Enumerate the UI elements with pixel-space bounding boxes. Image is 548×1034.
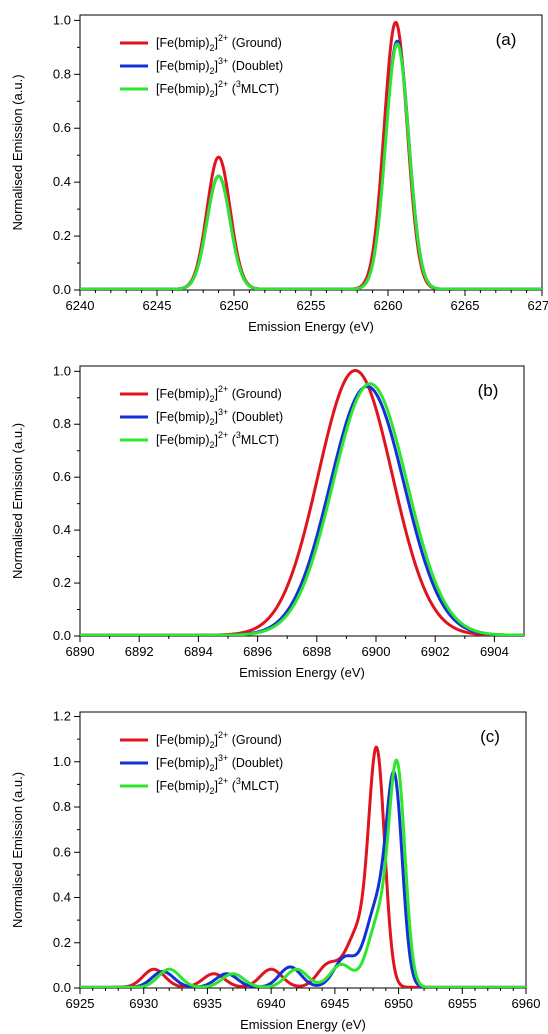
plot-frame xyxy=(79,14,543,291)
y-tick-label: 0.2 xyxy=(53,228,71,243)
series-line-3 xyxy=(80,42,542,290)
y-tick-label: 0.6 xyxy=(53,844,71,859)
y-axis-label: Normalised Emission (a.u.) xyxy=(10,74,25,230)
series-line-2 xyxy=(80,770,526,988)
x-tick-label: 6250 xyxy=(220,298,249,313)
legend-entry-3: [Fe(bmip)2]2+ (3MLCT) xyxy=(156,79,279,99)
y-tick-label: 0.8 xyxy=(53,799,71,814)
series-line-2 xyxy=(80,384,524,636)
x-tick-label: 6945 xyxy=(320,996,349,1011)
series-line-1 xyxy=(80,745,526,988)
legend-entry-3: [Fe(bmip)2]2+ (3MLCT) xyxy=(156,430,279,450)
chart-panel-3: 6925 6930 6935 6940 6945 6950 6955 6960 0.0 0.2 0.… xyxy=(10,709,540,1032)
y-tick-label: 1.0 xyxy=(53,754,71,769)
legend-entry-1: [Fe(bmip)2]2+ (Ground) xyxy=(156,384,282,404)
x-tick-label: 6950 xyxy=(384,996,413,1011)
x-tick-label: 6900 xyxy=(362,644,391,659)
series-line-1 xyxy=(80,369,524,636)
x-tick-label: 6955 xyxy=(448,996,477,1011)
x-axis-label: Emission Energy (eV) xyxy=(240,1017,366,1032)
x-tick-label: 6930 xyxy=(129,996,158,1011)
y-tick-label: 1.0 xyxy=(53,12,71,27)
y-tick-label: 0.2 xyxy=(53,575,71,590)
legend-entry-2: [Fe(bmip)2]3+ (Doublet) xyxy=(156,753,283,773)
y-axis-label: Normalised Emission (a.u.) xyxy=(10,423,25,579)
y-tick-label: 0.4 xyxy=(53,174,71,189)
series-line-1 xyxy=(80,20,542,290)
plot-frame xyxy=(79,711,527,989)
y-tick-label: 0.6 xyxy=(53,120,71,135)
plot-frame xyxy=(79,365,525,637)
x-tick-label: 6245 xyxy=(143,298,172,313)
legend-entry-3: [Fe(bmip)2]2+ (3MLCT) xyxy=(156,776,279,796)
legend-entry-2: [Fe(bmip)2]3+ (Doublet) xyxy=(156,407,283,427)
legend-entry-1: [Fe(bmip)2]2+ (Ground) xyxy=(156,730,282,750)
x-tick-label: 6896 xyxy=(243,644,272,659)
y-tick-label: 0.8 xyxy=(53,66,71,81)
chart-panel-2: 6890 6892 6894 6896 6898 6900 6902 6904 0.0 0.2 0.… xyxy=(10,363,525,680)
x-tick-label: 6890 xyxy=(66,644,95,659)
panel-label: (c) xyxy=(480,727,500,746)
panel-label: (a) xyxy=(496,30,517,49)
y-tick-label: 0.6 xyxy=(53,469,71,484)
x-tick-label: 6898 xyxy=(302,644,331,659)
y-tick-label: 0.0 xyxy=(53,628,71,643)
x-tick-label: 6240 xyxy=(66,298,95,313)
y-tick-label: 1.0 xyxy=(53,363,71,378)
y-tick-label: 0.0 xyxy=(53,980,71,995)
x-tick-label: 6265 xyxy=(451,298,480,313)
y-tick-label: 0.4 xyxy=(53,522,71,537)
y-tick-label: 0.2 xyxy=(53,935,71,950)
x-tick-label: 6894 xyxy=(184,644,213,659)
y-axis-label: Normalised Emission (a.u.) xyxy=(10,772,25,928)
legend-entry-2: [Fe(bmip)2]3+ (Doublet) xyxy=(156,56,283,76)
series-line-3 xyxy=(80,382,524,636)
x-tick-label: 6255 xyxy=(297,298,326,313)
x-tick-label: 6904 xyxy=(480,644,509,659)
x-tick-label: 6940 xyxy=(257,996,286,1011)
x-axis-label: Emission Energy (eV) xyxy=(239,665,365,680)
x-tick-label: 6892 xyxy=(125,644,154,659)
x-axis-label: Emission Energy (eV) xyxy=(248,319,374,334)
x-tick-label: 6260 xyxy=(374,298,403,313)
y-tick-label: 0.4 xyxy=(53,890,71,905)
series-line-3 xyxy=(80,758,526,988)
y-tick-label: 1.2 xyxy=(53,709,71,724)
legend-entry-1: [Fe(bmip)2]2+ (Ground) xyxy=(156,33,282,53)
y-tick-label: 0.0 xyxy=(53,282,71,297)
x-tick-label: 6925 xyxy=(66,996,95,1011)
series-line-2 xyxy=(80,39,542,290)
x-tick-label: 6902 xyxy=(421,644,450,659)
x-tick-label: 6960 xyxy=(512,996,541,1011)
y-tick-label: 0.8 xyxy=(53,416,71,431)
x-tick-label: 6935 xyxy=(193,996,222,1011)
panel-label: (b) xyxy=(478,381,499,400)
